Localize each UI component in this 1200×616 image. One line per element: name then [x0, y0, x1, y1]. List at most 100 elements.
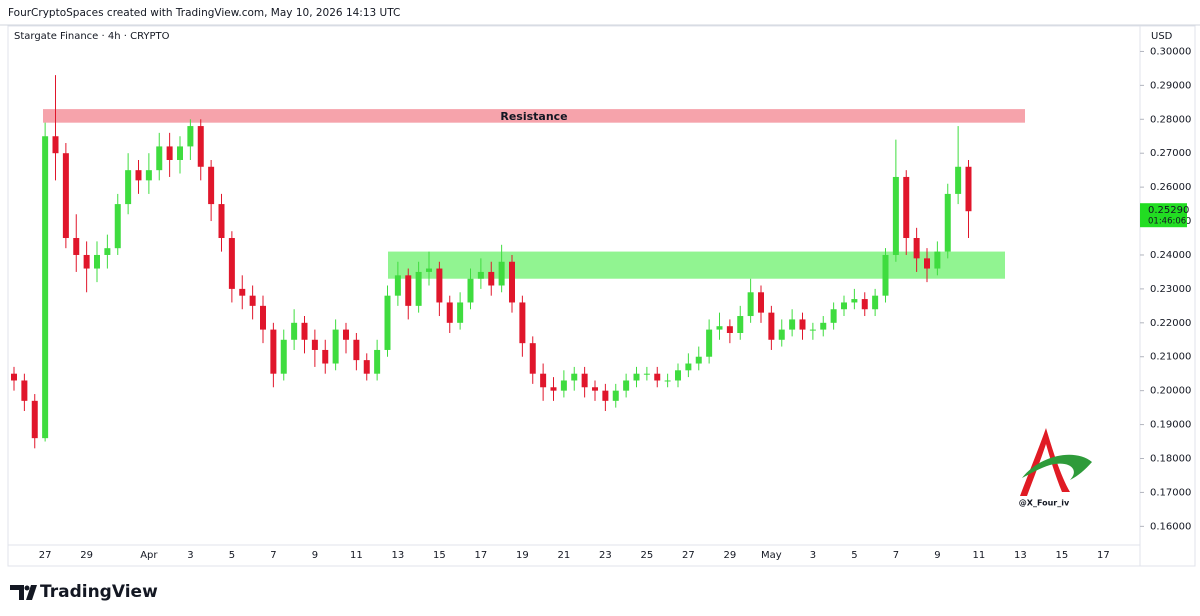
candle-body	[758, 292, 764, 313]
candle-body	[384, 295, 391, 350]
candle-body	[145, 170, 152, 181]
candle-body	[218, 204, 225, 239]
x-tick-label: 29	[724, 550, 737, 561]
candle-body	[322, 349, 329, 364]
x-tick-label: 15	[433, 550, 446, 561]
candle-body	[747, 292, 754, 317]
candle-body	[343, 329, 349, 340]
last-price-label: 0.25290	[1148, 205, 1189, 216]
candles	[11, 75, 972, 449]
candle-body	[809, 329, 816, 331]
candle-body	[789, 319, 796, 330]
candle-body	[955, 166, 962, 194]
candle-body	[426, 268, 432, 272]
candle-body	[892, 176, 899, 255]
candle-body	[924, 258, 930, 269]
footer-logo	[10, 585, 37, 600]
logo-swoosh	[1022, 454, 1092, 480]
candle-body	[94, 254, 100, 269]
candle-body	[498, 261, 505, 286]
candle-body	[291, 322, 298, 340]
candle-body	[820, 322, 827, 330]
candle-body	[529, 343, 536, 374]
candle-body	[239, 288, 246, 296]
candle-body	[374, 349, 381, 374]
watermark-logo: @X_Four_iv	[1019, 428, 1092, 508]
y-tick-label: 0.30000	[1150, 46, 1191, 57]
x-tick-label: 11	[350, 550, 363, 561]
y-tick-label: 0.26000	[1150, 182, 1191, 193]
watermark: @X_Four_iv	[1019, 499, 1070, 508]
candle-body	[249, 295, 256, 306]
candle-body	[270, 329, 277, 374]
candle-body	[488, 271, 495, 286]
candle-body	[177, 146, 183, 160]
candle-body	[934, 251, 941, 269]
candle-body	[280, 339, 287, 374]
candle-body	[633, 373, 640, 381]
last-price-box	[1140, 203, 1187, 228]
x-tick-label: 19	[516, 550, 529, 561]
zone-label: Resistance	[500, 110, 567, 123]
candle-body	[830, 309, 837, 323]
candle-body	[944, 193, 951, 252]
candle-body	[228, 238, 235, 289]
y-tick-label: 0.21000	[1150, 352, 1191, 363]
x-tick-label: 17	[1097, 550, 1110, 561]
candle-body	[156, 146, 163, 171]
x-tick-label: 3	[187, 550, 193, 561]
candle-body	[519, 302, 526, 344]
panel-border	[7, 25, 1196, 567]
candle-body	[623, 380, 630, 391]
candle-body	[778, 329, 785, 340]
x-tick-label: 15	[1056, 550, 1069, 561]
candle-body	[581, 373, 588, 388]
y-labels: 0.16000 0.17000 0.18000 0.19000 0.20000 0.210…	[1140, 46, 1191, 532]
candle-body	[654, 373, 661, 381]
x-tick-label: 13	[1014, 550, 1027, 561]
candle-body	[716, 326, 723, 330]
candle-body	[706, 329, 713, 357]
x-tick-label: 17	[475, 550, 488, 561]
candle-body	[560, 380, 567, 391]
y-tick-label: 0.22000	[1150, 318, 1191, 329]
x-tick-label: 21	[558, 550, 571, 561]
y-tick-label: 0.16000	[1150, 521, 1191, 532]
candle-body	[664, 380, 671, 382]
candle-body	[446, 302, 453, 323]
candle-body	[332, 329, 339, 364]
y-tick-label: 0.19000	[1150, 420, 1191, 431]
candle-body	[643, 373, 650, 375]
candle-body	[114, 204, 121, 249]
y-unit: USD	[1151, 31, 1173, 42]
x-tick-label: May	[761, 550, 782, 561]
x-tick-label: 7	[893, 550, 899, 561]
candle-body	[166, 146, 173, 160]
candle-body	[768, 312, 775, 340]
candle-body	[509, 261, 515, 303]
candle-body	[861, 299, 868, 310]
candle-body	[31, 400, 38, 439]
candle-body	[62, 153, 69, 239]
candle-body	[592, 387, 598, 391]
candle-body	[11, 373, 17, 381]
candle-body	[571, 373, 578, 381]
candle-body	[695, 356, 702, 364]
x-tick-label: Apr	[140, 550, 158, 561]
y-tick-label: 0.28000	[1150, 114, 1191, 125]
candle-body	[457, 302, 464, 323]
x-tick-label: 7	[270, 550, 276, 561]
x-tick-label: 27	[682, 550, 695, 561]
candle-body	[353, 339, 360, 361]
x-tick-label: 13	[392, 550, 405, 561]
candle-body	[841, 302, 847, 310]
candle-body	[903, 176, 910, 239]
y-tick-label: 0.24000	[1150, 250, 1191, 261]
candle-body	[301, 322, 308, 340]
candle-body	[477, 271, 484, 279]
candle-body	[135, 170, 142, 181]
x-tick-label: 5	[229, 550, 235, 561]
candle-body	[799, 319, 806, 330]
